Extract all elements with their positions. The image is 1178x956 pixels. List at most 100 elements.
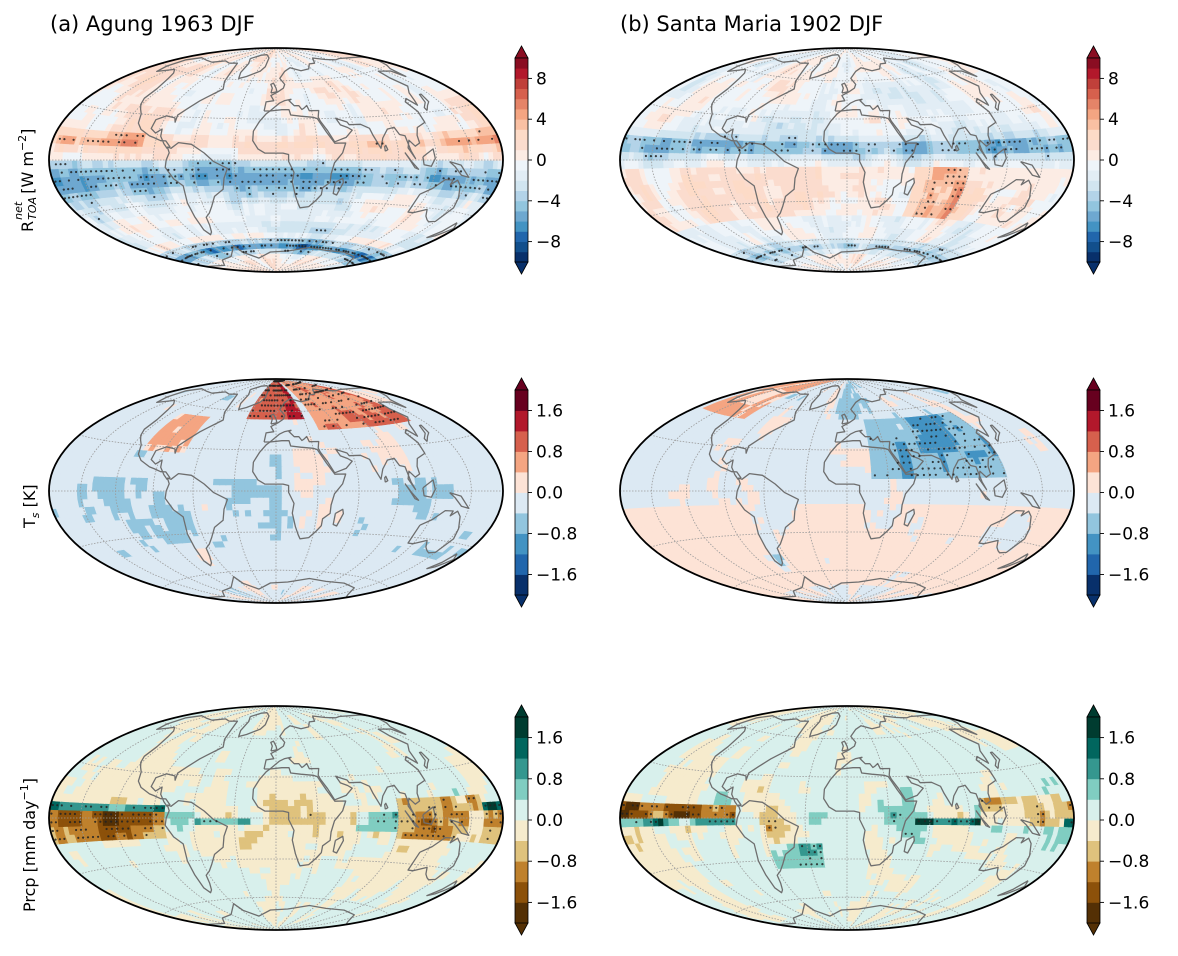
colorbar-segment: [515, 861, 528, 883]
colorbar-tick-label: −1.6: [1108, 893, 1149, 913]
colorbar-segment: [1087, 109, 1100, 120]
colorbar-segment: [1087, 513, 1100, 534]
colorbar-segment: [1087, 758, 1100, 780]
colorbar-segment: [1087, 492, 1100, 514]
map-a-prcp: [48, 705, 504, 931]
colorbar-a-2: 1.6 0.8 0.0 −0.8 −1.6: [514, 704, 577, 936]
colorbar-tick-label: −0.8: [536, 525, 577, 545]
colorbar-segment: [515, 390, 528, 411]
colorbar-a-0: 8 4 0 −4 −8: [514, 45, 561, 275]
coastlines: [708, 712, 1041, 926]
colorbar-segment: [1087, 241, 1100, 253]
colorbar-tick-label: 0.0: [536, 484, 563, 504]
colorbar-tick-label: 0: [536, 151, 547, 171]
map-outline: [48, 705, 504, 931]
colorbar-segment: [1087, 574, 1100, 596]
colorbar-segment: [515, 758, 528, 780]
colorbar-segment: [1087, 221, 1100, 232]
colorbar-segment: [1087, 737, 1100, 759]
colorbar-segment: [1087, 149, 1100, 161]
map-a-rtoanet: [48, 47, 504, 273]
colorbar-segment: [515, 58, 528, 69]
colorbar-segment: [515, 533, 528, 555]
colorbar-segment: [1087, 533, 1100, 555]
field-cells: [620, 48, 1074, 272]
colorbar-segment: [1087, 170, 1100, 181]
colorbar-tick-label: −1.6: [536, 566, 577, 586]
coastlines: [708, 54, 1041, 268]
map-b-rtoanet: [619, 47, 1075, 273]
colorbar-segment: [515, 221, 528, 232]
colorbar-tick-label: 0.8: [536, 770, 563, 790]
colorbar-segment: [515, 717, 528, 738]
coastlines: [708, 385, 1041, 599]
colorbar-segment: [515, 180, 528, 191]
field-cells: [49, 48, 503, 272]
colorbar-segment: [515, 149, 528, 161]
significance-stippling: [249, 379, 399, 428]
colorbar-segment: [515, 119, 528, 130]
map-b-prcp: [619, 705, 1075, 931]
coastlines: [137, 712, 470, 926]
colorbar-segment: [1087, 902, 1100, 924]
colorbar-tick-label: 0.8: [1108, 443, 1135, 463]
coastlines: [137, 385, 470, 599]
colorbar-segment: [515, 251, 528, 263]
colorbar-segment: [1087, 160, 1100, 171]
colorbar-segment: [515, 231, 528, 242]
colorbar-segment: [515, 241, 528, 253]
colorbar-tick-label: −1.6: [1108, 566, 1149, 586]
colorbar-b-1: 1.6 0.8 0.0 −0.8 −1.6: [1086, 377, 1149, 608]
map-outline: [619, 47, 1075, 273]
colorbar-tick-label: 1.6: [1108, 729, 1135, 749]
colorbar-tick-label: 1.6: [536, 729, 563, 749]
colorbar-segment: [515, 902, 528, 924]
colorbar-segment: [1087, 820, 1100, 841]
colorbar-tick-label: 0.0: [1108, 484, 1135, 504]
colorbar-segment: [1087, 799, 1100, 821]
colorbar-segment: [515, 211, 528, 222]
significance-stippling: [869, 414, 1006, 477]
colorbar-segment: [1087, 861, 1100, 883]
colorbar-tick-label: −8: [1108, 233, 1133, 253]
colorbar-b-2: 1.6 0.8 0.0 −0.8 −1.6: [1086, 704, 1149, 936]
colorbar-segment: [1087, 778, 1100, 800]
colorbar-segment: [515, 109, 528, 120]
coastlines: [137, 54, 470, 268]
colorbar-tick-label: 0.0: [1108, 811, 1135, 831]
map-a-ts: [48, 378, 504, 604]
field-cells: [620, 706, 1074, 930]
colorbar-segment: [1087, 451, 1100, 473]
colorbar-segment: [515, 431, 528, 452]
colorbar-segment: [515, 451, 528, 473]
colorbar-segment: [1087, 431, 1100, 452]
colorbar-tick-label: 4: [1108, 110, 1119, 130]
colorbar-segment: [1087, 717, 1100, 738]
colorbar-segment: [515, 554, 528, 575]
colorbar-tick-label: 4: [536, 110, 547, 130]
colorbar-segment: [515, 88, 528, 100]
colorbar-segment: [1087, 139, 1100, 151]
colorbar-segment: [1087, 881, 1100, 903]
colorbar-tick-label: 1.6: [1108, 402, 1135, 422]
colorbar-segment: [1087, 231, 1100, 242]
field-cells: [620, 379, 1074, 603]
colorbar-segment: [515, 820, 528, 841]
colorbar-segment: [515, 574, 528, 596]
colorbar-segment: [515, 68, 528, 79]
colorbar-segment: [1087, 129, 1100, 140]
colorbar-segment: [515, 129, 528, 140]
colorbar-tick-label: −1.6: [536, 893, 577, 913]
colorbar-segment: [1087, 98, 1100, 110]
colorbar-tick-label: 8: [536, 69, 547, 89]
colorbar-segment: [1087, 211, 1100, 222]
colorbar-segment: [515, 492, 528, 514]
colorbar-segment: [1087, 68, 1100, 79]
colorbar-tick-label: −4: [536, 192, 561, 212]
colorbar-a-1: 1.6 0.8 0.0 −0.8 −1.6: [514, 377, 577, 608]
map-outline: [619, 705, 1075, 931]
colorbar-tick-label: 0: [1108, 151, 1119, 171]
colorbar-segment: [515, 98, 528, 110]
colorbar-tick-label: 0.8: [1108, 770, 1135, 790]
